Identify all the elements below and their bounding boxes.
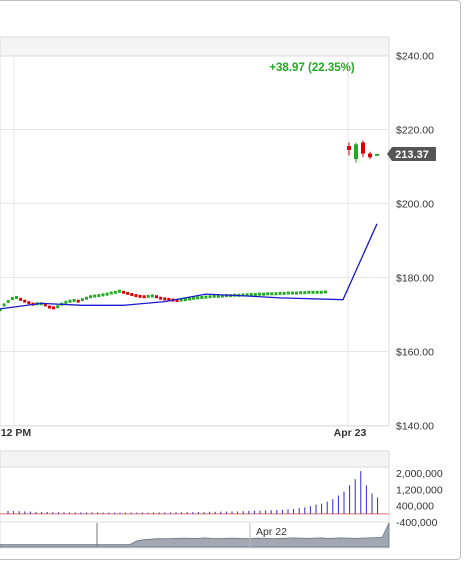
main-plot-area [0, 55, 390, 427]
candle [19, 297, 23, 301]
y-tick-label: $180.00 [396, 273, 434, 285]
candle [47, 305, 51, 309]
candle [64, 300, 68, 304]
candle [10, 297, 14, 301]
candle [105, 292, 109, 296]
candle [319, 290, 323, 294]
candle [27, 301, 31, 305]
volume-y-tick-label: -400,000 [396, 517, 438, 529]
volume-y-tick-label: 400,000 [396, 501, 434, 513]
x-tick-label: Apr 23 [334, 427, 367, 439]
candle [6, 300, 10, 304]
y-tick-label: $200.00 [396, 199, 434, 211]
candle [200, 295, 204, 299]
candle [155, 295, 159, 299]
y-tick-label: $240.00 [396, 51, 434, 63]
candle [290, 291, 294, 295]
candle [278, 291, 282, 295]
y-tick-label: $160.00 [396, 347, 434, 359]
candle [311, 290, 315, 294]
candle [72, 298, 76, 302]
candle [192, 296, 196, 300]
candle [303, 291, 307, 295]
candle [179, 298, 183, 302]
volume-panel [0, 466, 390, 523]
candle-body [354, 144, 358, 160]
candle [23, 299, 27, 303]
candle [262, 292, 266, 296]
candle [175, 298, 179, 302]
candle [89, 295, 93, 299]
candle [80, 298, 84, 302]
candle [212, 294, 216, 298]
candle [43, 303, 47, 307]
last-price-tag: 213.37 [387, 147, 436, 162]
y-tick-label: $220.00 [396, 125, 434, 137]
candle [249, 293, 253, 297]
candle [187, 297, 191, 301]
candle [183, 298, 187, 302]
candle [323, 290, 327, 294]
candle [253, 293, 257, 297]
candle-body [368, 153, 372, 158]
y-tick-label: $140.00 [396, 421, 434, 433]
candle [0, 308, 2, 312]
candle [315, 290, 319, 294]
candle [56, 305, 60, 309]
candle [2, 303, 6, 307]
candle [97, 294, 101, 298]
candle [270, 292, 274, 296]
candle [109, 291, 113, 295]
candle-body [375, 153, 379, 156]
candle [167, 297, 171, 301]
candle [146, 294, 150, 298]
candle [159, 296, 163, 300]
candle [307, 290, 311, 294]
candle [126, 291, 130, 295]
candle [76, 299, 80, 303]
candle [204, 295, 208, 299]
candle [220, 294, 224, 298]
candle-body [361, 142, 365, 154]
last-price-value: 213.37 [395, 149, 429, 161]
candle [134, 294, 138, 298]
main-plot-header [0, 36, 390, 57]
candle [113, 290, 117, 294]
volume-y-tick-label: 2,000,000 [396, 468, 443, 480]
navigator-date-label: Apr 22 [256, 526, 287, 538]
candle [150, 294, 154, 298]
volume-header [0, 450, 390, 468]
candle [122, 290, 126, 294]
candle-body [347, 146, 351, 150]
candle [208, 295, 212, 299]
candle [241, 293, 245, 297]
candle [257, 292, 261, 296]
volume-y-tick-label: 1,200,000 [396, 484, 443, 496]
change-label: +38.97 (22.35%) [269, 62, 355, 74]
candle [93, 294, 97, 298]
candle [245, 293, 249, 297]
candle [101, 293, 105, 297]
candle [163, 297, 167, 301]
candle [117, 289, 121, 293]
candle [196, 296, 200, 300]
navigator-area [0, 522, 390, 548]
candle [216, 294, 220, 298]
candle [266, 292, 270, 296]
moving-average-line [0, 223, 378, 310]
candle [286, 291, 290, 295]
candle [130, 293, 134, 297]
x-tick-label: 12 PM [1, 427, 32, 439]
candle [295, 291, 299, 295]
candle [274, 292, 278, 296]
candle [299, 291, 303, 295]
candle [68, 299, 72, 303]
candle [84, 296, 88, 300]
candle [52, 306, 56, 310]
candle [142, 295, 146, 299]
candle [282, 291, 286, 295]
candle [14, 295, 18, 299]
candle [138, 294, 142, 298]
